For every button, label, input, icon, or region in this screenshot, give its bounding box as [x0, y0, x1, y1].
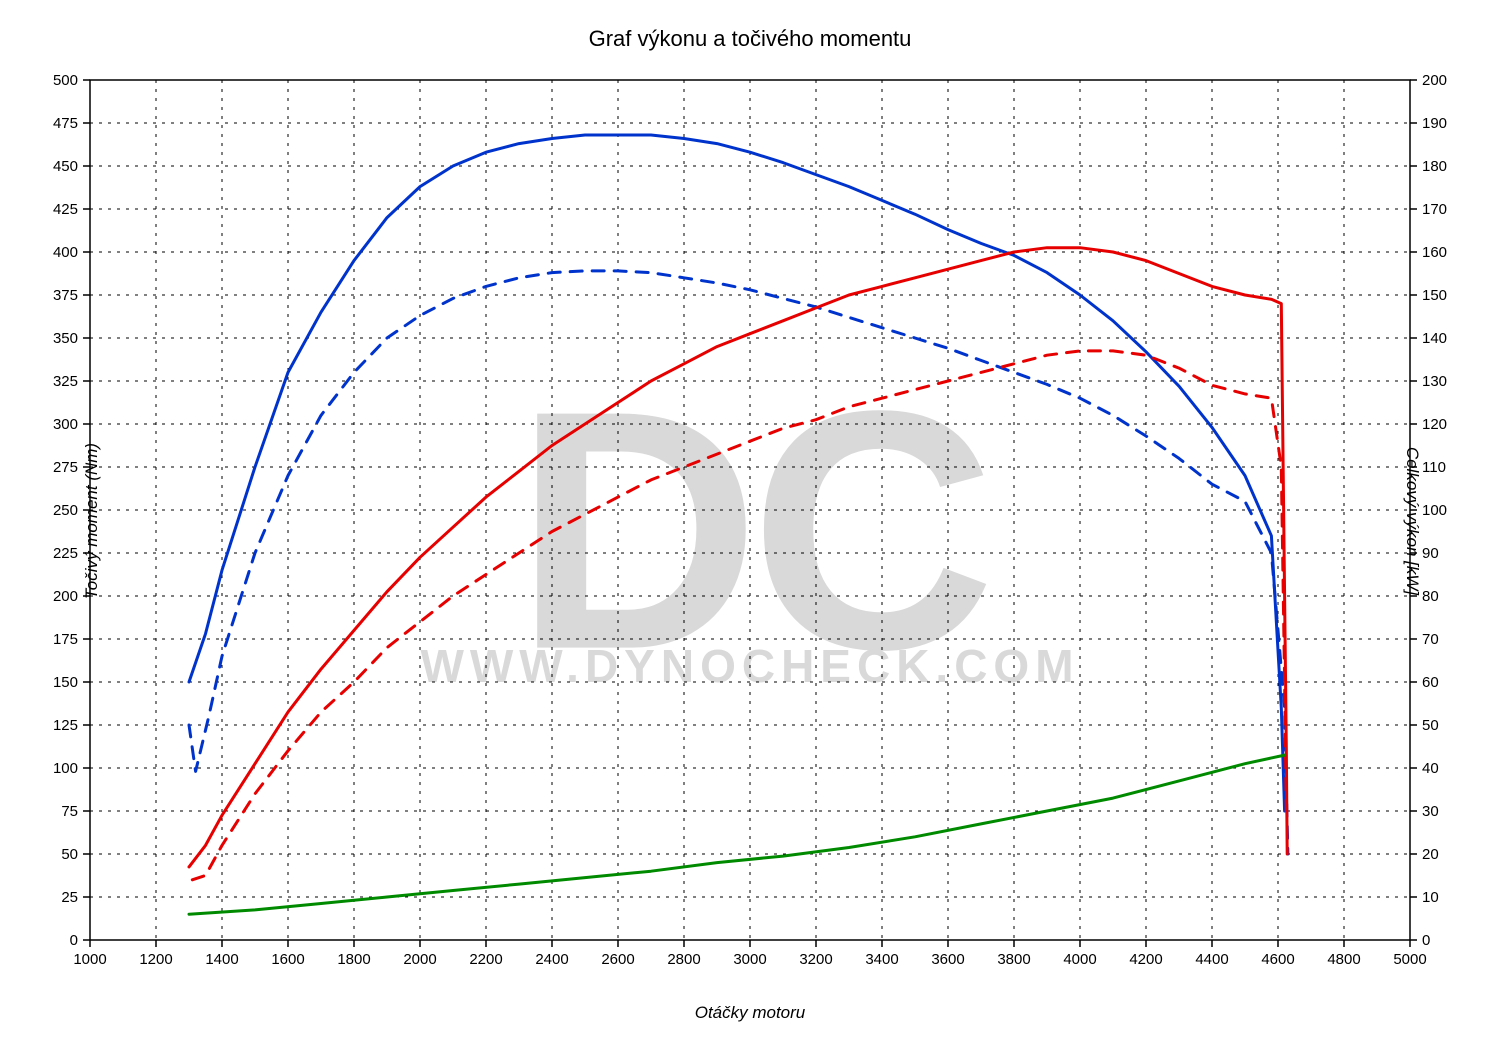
y-left-tick-label: 375 [53, 287, 78, 304]
x-tick-label: 2400 [535, 951, 568, 968]
y-left-tick-label: 50 [61, 846, 78, 863]
chart-svg: DCWWW.DYNOCHECK.COM100012001400160018002… [0, 0, 1500, 1041]
y-left-tick-label: 225 [53, 545, 78, 562]
x-tick-label: 2600 [601, 951, 634, 968]
x-tick-label: 1000 [73, 951, 106, 968]
y-left-tick-label: 300 [53, 416, 78, 433]
y-left-tick-label: 250 [53, 502, 78, 519]
y-left-tick-label: 150 [53, 674, 78, 691]
x-tick-label: 3800 [997, 951, 1030, 968]
y-left-tick-label: 25 [61, 889, 78, 906]
y-left-tick-label: 200 [53, 588, 78, 605]
y-right-tick-label: 120 [1422, 416, 1447, 433]
x-tick-label: 1200 [139, 951, 172, 968]
chart-container: Graf výkonu a točivého momentu Točivý mo… [0, 0, 1500, 1041]
y-right-tick-label: 80 [1422, 588, 1439, 605]
x-tick-label: 2800 [667, 951, 700, 968]
x-tick-label: 3400 [865, 951, 898, 968]
y-left-tick-label: 100 [53, 760, 78, 777]
x-tick-label: 3600 [931, 951, 964, 968]
x-tick-label: 4200 [1129, 951, 1162, 968]
x-tick-label: 4400 [1195, 951, 1228, 968]
y-right-tick-label: 140 [1422, 330, 1447, 347]
y-left-tick-label: 275 [53, 459, 78, 476]
y-right-tick-label: 110 [1422, 459, 1446, 476]
y-left-tick-label: 175 [53, 631, 78, 648]
y-left-tick-label: 0 [70, 932, 78, 949]
y-left-tick-label: 450 [53, 158, 78, 175]
y-right-tick-label: 90 [1422, 545, 1439, 562]
y-right-tick-label: 130 [1422, 373, 1447, 390]
x-tick-label: 2000 [403, 951, 436, 968]
y-left-tick-label: 475 [53, 115, 78, 132]
series-drag_loss [189, 755, 1285, 914]
x-tick-label: 1400 [205, 951, 238, 968]
y-left-tick-label: 500 [53, 72, 78, 89]
x-tick-label: 4000 [1063, 951, 1096, 968]
y-right-tick-label: 0 [1422, 932, 1430, 949]
y-right-tick-label: 200 [1422, 72, 1447, 89]
y-right-tick-label: 40 [1422, 760, 1439, 777]
y-right-tick-label: 70 [1422, 631, 1439, 648]
y-right-tick-label: 100 [1422, 502, 1447, 519]
y-right-tick-label: 180 [1422, 158, 1447, 175]
y-left-tick-label: 400 [53, 244, 78, 261]
x-tick-label: 4600 [1261, 951, 1294, 968]
x-tick-label: 2200 [469, 951, 502, 968]
x-tick-label: 3200 [799, 951, 832, 968]
y-left-tick-label: 425 [53, 201, 78, 218]
y-left-tick-label: 350 [53, 330, 78, 347]
y-right-tick-label: 160 [1422, 244, 1447, 261]
y-right-tick-label: 190 [1422, 115, 1447, 132]
x-tick-label: 4800 [1327, 951, 1360, 968]
x-tick-label: 1600 [271, 951, 304, 968]
y-right-tick-label: 20 [1422, 846, 1439, 863]
y-right-tick-label: 60 [1422, 674, 1439, 691]
y-left-tick-label: 75 [61, 803, 78, 820]
x-tick-label: 3000 [733, 951, 766, 968]
y-right-tick-label: 150 [1422, 287, 1447, 304]
x-tick-label: 5000 [1393, 951, 1426, 968]
y-right-tick-label: 170 [1422, 201, 1447, 218]
y-left-tick-label: 125 [53, 717, 78, 734]
x-tick-label: 1800 [337, 951, 370, 968]
y-right-tick-label: 10 [1422, 889, 1439, 906]
y-left-tick-label: 325 [53, 373, 78, 390]
y-right-tick-label: 50 [1422, 717, 1439, 734]
y-right-tick-label: 30 [1422, 803, 1439, 820]
